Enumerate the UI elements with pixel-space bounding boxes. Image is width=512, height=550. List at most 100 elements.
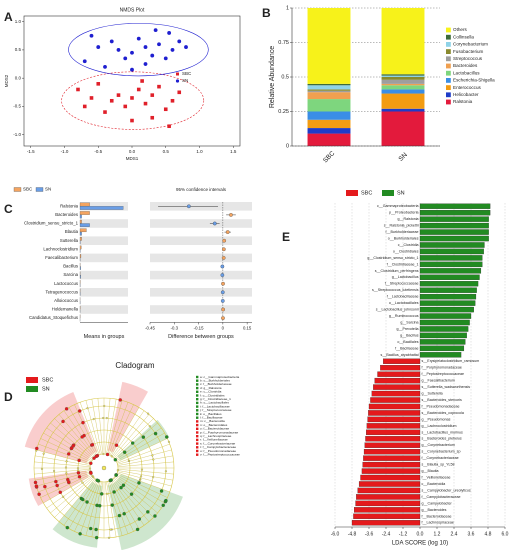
legend-swatch [382,190,394,196]
node [66,452,71,456]
clade-label: h: o__Lactobacillales [200,401,229,405]
branch [114,476,158,514]
legend-label: Enterococcus [453,85,482,90]
difference-point [221,307,225,312]
point [130,67,134,72]
point [136,36,141,41]
branch [46,427,93,461]
node [43,484,47,489]
branch [91,399,102,455]
category-label: Sutterella [60,238,79,243]
node [86,407,89,410]
legend-swatch [446,78,451,83]
y-axis-label: MDS2 [4,74,9,87]
point [82,59,87,64]
point [96,82,101,86]
bar [79,223,90,227]
row-band [80,270,128,280]
category-label: g__Lactobacillus [392,275,419,279]
node [90,442,95,447]
node [159,489,164,493]
difference-point [220,290,225,295]
bar [79,206,124,210]
bar [362,461,421,468]
bar [419,242,485,248]
bar-segment [307,133,351,146]
bar [79,237,82,241]
category-label: f__Peptostreptococcaceae [421,372,464,376]
legend-swatch [446,34,451,40]
point [143,101,148,106]
point [109,39,114,44]
branch [107,400,123,455]
bar [419,281,479,287]
point [123,104,128,109]
node [148,425,151,428]
legend-label: SN [45,187,51,192]
clade-swatch [196,453,199,456]
clade-label: u: f__Pseudomonadaceae [200,449,236,453]
branch [43,432,92,462]
category-label: s__Clostridium_perfringens [375,269,419,273]
bar [419,326,469,332]
legend-swatch [346,190,358,196]
point [167,31,172,35]
bar [353,513,421,520]
bar [354,507,421,513]
bar [368,410,421,416]
category-label: Lachnoclostridium [43,246,78,251]
branch [74,480,99,532]
row-band [80,253,128,263]
node [35,446,39,451]
category-label: c__Clostridia [398,243,419,247]
legend-swatch [446,42,451,47]
node [151,454,154,457]
point [143,45,148,49]
clade-swatch [196,394,199,397]
node [88,526,93,531]
category-label: g__Bacillus [400,333,419,337]
y-tick-label: -1.0 [13,132,21,137]
node [106,492,109,495]
panel-label: C [4,202,13,216]
category-label: g__Sutterella [422,392,443,396]
clade-swatch [196,449,199,453]
node [153,514,157,518]
legend-swatch [26,377,38,383]
bar-segment [307,128,351,134]
clade-swatch [196,379,199,382]
bar [79,254,82,258]
row-band [80,288,128,297]
bar [79,245,82,250]
branch [117,455,173,466]
clade-label: t: f__Campylobacteraceae [200,445,236,449]
bar-segment [307,83,351,86]
legend-label: SBC [23,187,33,192]
bar [351,520,421,526]
node [42,452,45,455]
node [65,460,68,463]
legend-swatch [35,187,44,192]
bar [377,371,421,377]
bar [419,209,491,216]
branch [117,471,172,487]
bar [419,306,474,313]
category-label: f__Streptococcaceae [385,282,419,286]
clade-swatch [196,401,199,405]
bar [419,339,466,345]
bar-segment [381,79,425,84]
x-tick-label: -6.0 [331,531,340,537]
branch [108,481,129,534]
clade-swatch [196,383,199,386]
bar [79,214,82,219]
difference-point [187,204,191,209]
point [163,107,168,112]
bar-segment [307,89,351,91]
point [89,96,94,100]
point [157,42,161,47]
branch [117,443,170,464]
legend-swatch [446,27,451,33]
x-axis-label: LDA SCORE (log 10) [392,541,448,547]
category-label: g__Blautia [422,469,439,473]
point [123,56,128,61]
